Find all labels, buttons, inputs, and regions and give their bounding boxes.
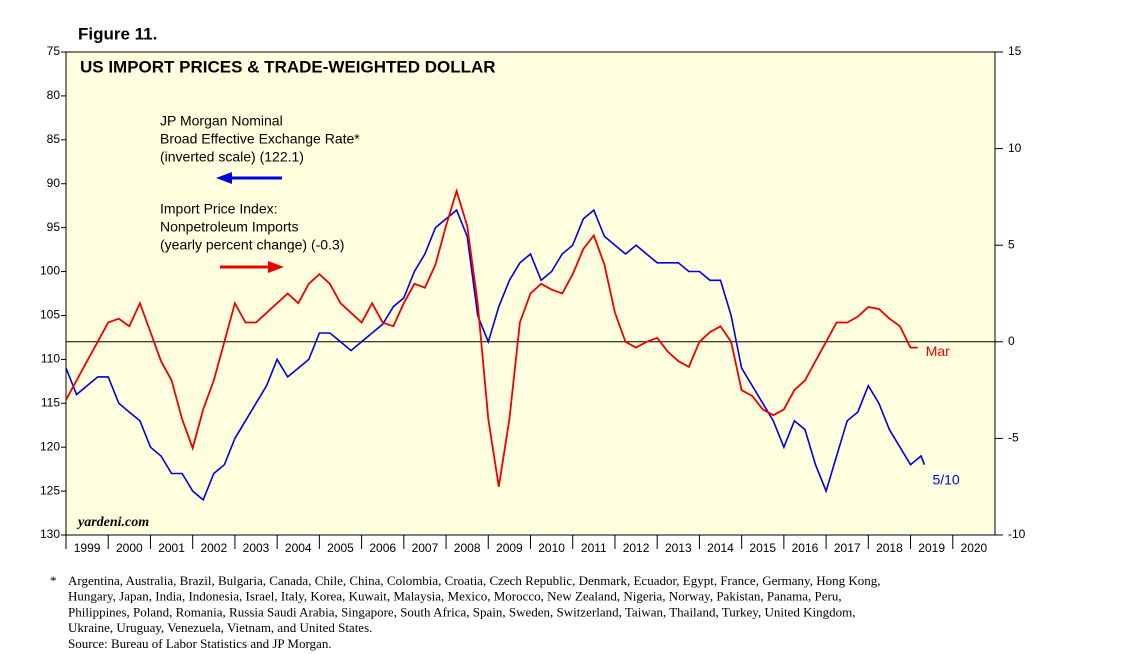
legend-text: Nonpetroleum Imports xyxy=(160,219,299,235)
y2-tick-label: 10 xyxy=(1008,141,1022,155)
y-tick-label: 130 xyxy=(40,527,60,541)
end-label: Mar xyxy=(926,343,950,359)
x-tick-label: 2012 xyxy=(623,541,650,555)
y-tick-label: 120 xyxy=(40,439,60,453)
y2-tick-label: 15 xyxy=(1008,44,1022,58)
legend-arrowhead xyxy=(268,261,284,273)
x-tick-label: 2008 xyxy=(454,541,481,555)
legend-arrowhead xyxy=(216,172,232,184)
legend-text: JP Morgan Nominal xyxy=(160,113,283,129)
y-tick-label: 105 xyxy=(40,308,60,322)
footnote-marker: * xyxy=(50,573,57,588)
series-line xyxy=(65,188,918,487)
figure-label: Figure 11. xyxy=(78,24,157,43)
series-line xyxy=(65,208,926,502)
x-tick-label: 2000 xyxy=(116,541,143,555)
x-tick-label: 2017 xyxy=(834,541,861,555)
legend-text: (yearly percent change) (-0.3) xyxy=(160,237,344,253)
x-tick-label: 2004 xyxy=(285,541,312,555)
x-tick-label: 2016 xyxy=(792,541,819,555)
x-tick-label: 2005 xyxy=(327,541,354,555)
legend-text: Import Price Index: xyxy=(160,201,278,217)
y2-tick-label: 5 xyxy=(1008,237,1015,251)
x-tick-label: 2013 xyxy=(665,541,692,555)
x-tick-label: 1999 xyxy=(74,541,101,555)
y-tick-label: 90 xyxy=(47,176,61,190)
x-tick-label: 2006 xyxy=(369,541,396,555)
legend-text: Broad Effective Exchange Rate* xyxy=(160,131,360,147)
x-tick-label: 2011 xyxy=(581,541,607,555)
end-label: 5/10 xyxy=(932,471,959,487)
y-tick-label: 110 xyxy=(41,352,60,366)
x-tick-label: 2019 xyxy=(918,541,945,555)
x-tick-label: 2002 xyxy=(200,541,227,555)
x-tick-label: 2003 xyxy=(243,541,270,555)
x-tick-label: 2014 xyxy=(707,541,734,555)
y-tick-label: 125 xyxy=(40,483,60,497)
y-tick-label: 75 xyxy=(47,44,61,58)
footnote-line: Hungary, Japan, India, Indonesia, Israel… xyxy=(68,589,842,604)
footnote-line: Argentina, Australia, Brazil, Bulgaria, … xyxy=(68,573,881,588)
source: Source: Bureau of Labor Statistics and J… xyxy=(68,636,332,651)
x-tick-label: 2015 xyxy=(749,541,776,555)
x-tick-label: 2009 xyxy=(496,541,523,555)
x-tick-label: 2007 xyxy=(412,541,439,555)
y2-tick-label: -5 xyxy=(1008,431,1019,445)
x-tick-label: 2001 xyxy=(158,541,185,555)
y-tick-label: 100 xyxy=(40,264,60,278)
x-tick-label: 2020 xyxy=(961,541,988,555)
chart-title: US IMPORT PRICES & TRADE-WEIGHTED DOLLAR xyxy=(80,57,496,76)
y-tick-label: 95 xyxy=(47,220,61,234)
y-tick-label: 115 xyxy=(41,395,60,409)
watermark: yardeni.com xyxy=(76,515,149,530)
footnote-line: Ukraine, Uruguay, Venezuela, Vietnam, an… xyxy=(68,620,372,635)
y-tick-label: 85 xyxy=(47,132,61,146)
y2-tick-label: 0 xyxy=(1008,334,1015,348)
x-tick-label: 2018 xyxy=(876,541,903,555)
x-tick-label: 2010 xyxy=(538,541,565,555)
y2-tick-label: -10 xyxy=(1008,527,1026,541)
footnote-line: Philippines, Poland, Romania, Russia Sau… xyxy=(68,604,855,619)
legend-text: (inverted scale) (122.1) xyxy=(160,149,304,165)
y-tick-label: 80 xyxy=(47,88,61,102)
